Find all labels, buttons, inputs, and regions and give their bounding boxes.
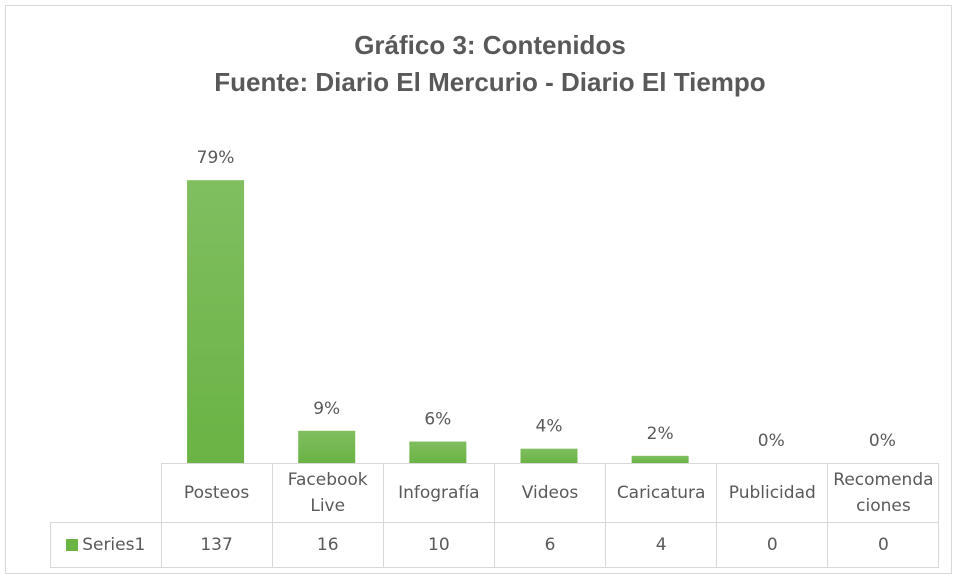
table-value: 4 — [605, 522, 718, 568]
data-label: 0% — [869, 431, 896, 451]
bar — [631, 455, 689, 463]
legend-swatch — [66, 539, 79, 551]
table-corner — [50, 463, 162, 523]
table-value-row: Series1 137 16 10 6 4 0 0 — [50, 522, 940, 568]
category-label: Publicidad — [716, 463, 829, 523]
chart-subtitle: Fuente: Diario El Mercurio - Diario El T… — [214, 67, 765, 97]
category-label: Infografía — [382, 463, 495, 523]
legend-label: Series1 — [82, 535, 146, 555]
data-label: 6% — [424, 410, 451, 430]
table-value: 6 — [493, 522, 607, 568]
category-label: Recomendaciones — [827, 463, 940, 523]
data-label: 2% — [647, 424, 674, 444]
category-label: Posteos — [160, 463, 273, 523]
bar — [298, 430, 356, 463]
bar — [187, 180, 245, 463]
category-label: Caricatura — [605, 463, 718, 523]
bar — [409, 441, 467, 463]
data-table: Posteos Facebook Live Infografía Videos Cari… — [50, 463, 940, 568]
data-label: 4% — [536, 417, 563, 437]
table-value: 16 — [271, 522, 384, 568]
data-label: 9% — [313, 399, 340, 419]
chart-title: Gráfico 3: Contenidos — [354, 30, 626, 60]
category-label: Facebook Live — [271, 463, 384, 523]
data-label: 79% — [197, 148, 235, 168]
data-label: 0% — [758, 431, 785, 451]
legend-cell: Series1 — [50, 522, 162, 568]
table-header-row: Posteos Facebook Live Infografía Videos Cari… — [50, 463, 940, 523]
table-value: 0 — [827, 522, 940, 568]
table-value: 0 — [716, 522, 829, 568]
table-value: 137 — [160, 522, 273, 568]
table-value: 10 — [382, 522, 495, 568]
bar — [520, 448, 578, 463]
category-label: Videos — [493, 463, 607, 523]
